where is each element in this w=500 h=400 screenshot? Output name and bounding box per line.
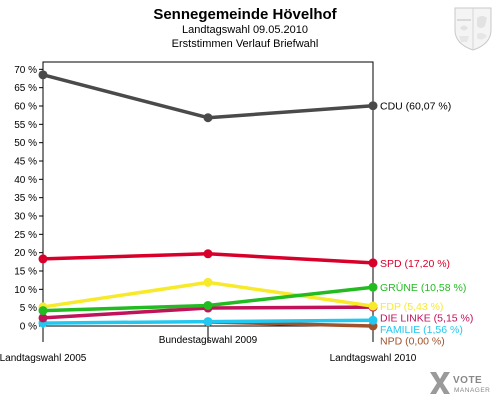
votemanager-logo: VOTE MANAGER [430,372,490,394]
data-point [368,282,378,292]
y-tick-label: 25 % [14,230,37,241]
brand-name: VOTE [453,375,482,386]
x-category-label: Landtagswahl 2010 [330,353,417,364]
x-category-label: Landtagswahl 2005 [0,353,87,364]
series-end-label: FAMILIE (1,56 %) [380,324,463,336]
data-point [38,306,48,316]
y-tick-label: 50 % [14,138,37,149]
series-labels: CDU (60,07 %) SPD (17,20 %) GRÜNE (10,58 %… [380,101,473,348]
data-point [368,101,378,111]
data-point [368,315,378,325]
y-tick-label: 5 % [20,303,37,314]
y-tick-label: 60 % [14,102,37,113]
y-tick-label: 40 % [14,175,37,186]
x-category-label: Bundestagswahl 2009 [159,335,258,346]
y-tick-label: 10 % [14,285,37,296]
series-end-label: FDP (5,43 %) [380,301,443,313]
data-point [203,277,213,287]
y-tick-label: 20 % [14,248,37,259]
series-end-label: GRÜNE (10,58 %) [380,282,466,294]
brand-sub: MANAGER [454,387,490,394]
data-point [38,313,48,323]
series-points [38,70,378,331]
data-point [368,301,378,311]
data-point [203,300,213,310]
data-point [203,249,213,259]
series-end-label: NPD (0,00 %) [380,336,445,348]
series-end-label: SPD (17,20 %) [380,258,450,270]
y-tick-label: 70 % [14,65,37,76]
data-point [203,113,213,123]
y-axis: 0 % 5 % 10 % 15 % 20 % 25 % 30 % 35 % 40 % 45 % 50… [14,65,43,333]
y-tick-label: 30 % [14,212,37,223]
y-tick-label: 35 % [14,193,37,204]
y-tick-label: 55 % [14,120,37,131]
data-point [38,70,48,80]
x-axis: Landtagswahl 2005 Bundestagswahl 2009 Land… [0,326,417,364]
chart-subtitle-date: Landtagswahl 09.05.2010 [182,24,308,36]
series-end-label: CDU (60,07 %) [380,101,451,113]
y-tick-label: 45 % [14,157,37,168]
y-tick-label: 15 % [14,267,37,278]
y-tick-label: 0 % [20,322,37,333]
data-point [38,254,48,264]
series-end-label: DIE LINKE (5,15 %) [380,313,473,325]
coat-of-arms-icon [454,7,492,51]
chart-subtitle-type: Erststimmen Verlauf Briefwahl [172,38,319,50]
data-point [368,258,378,268]
y-tick-label: 65 % [14,83,37,94]
chart-title: Sennegemeinde Hövelhof [153,6,337,23]
data-point [203,317,213,327]
